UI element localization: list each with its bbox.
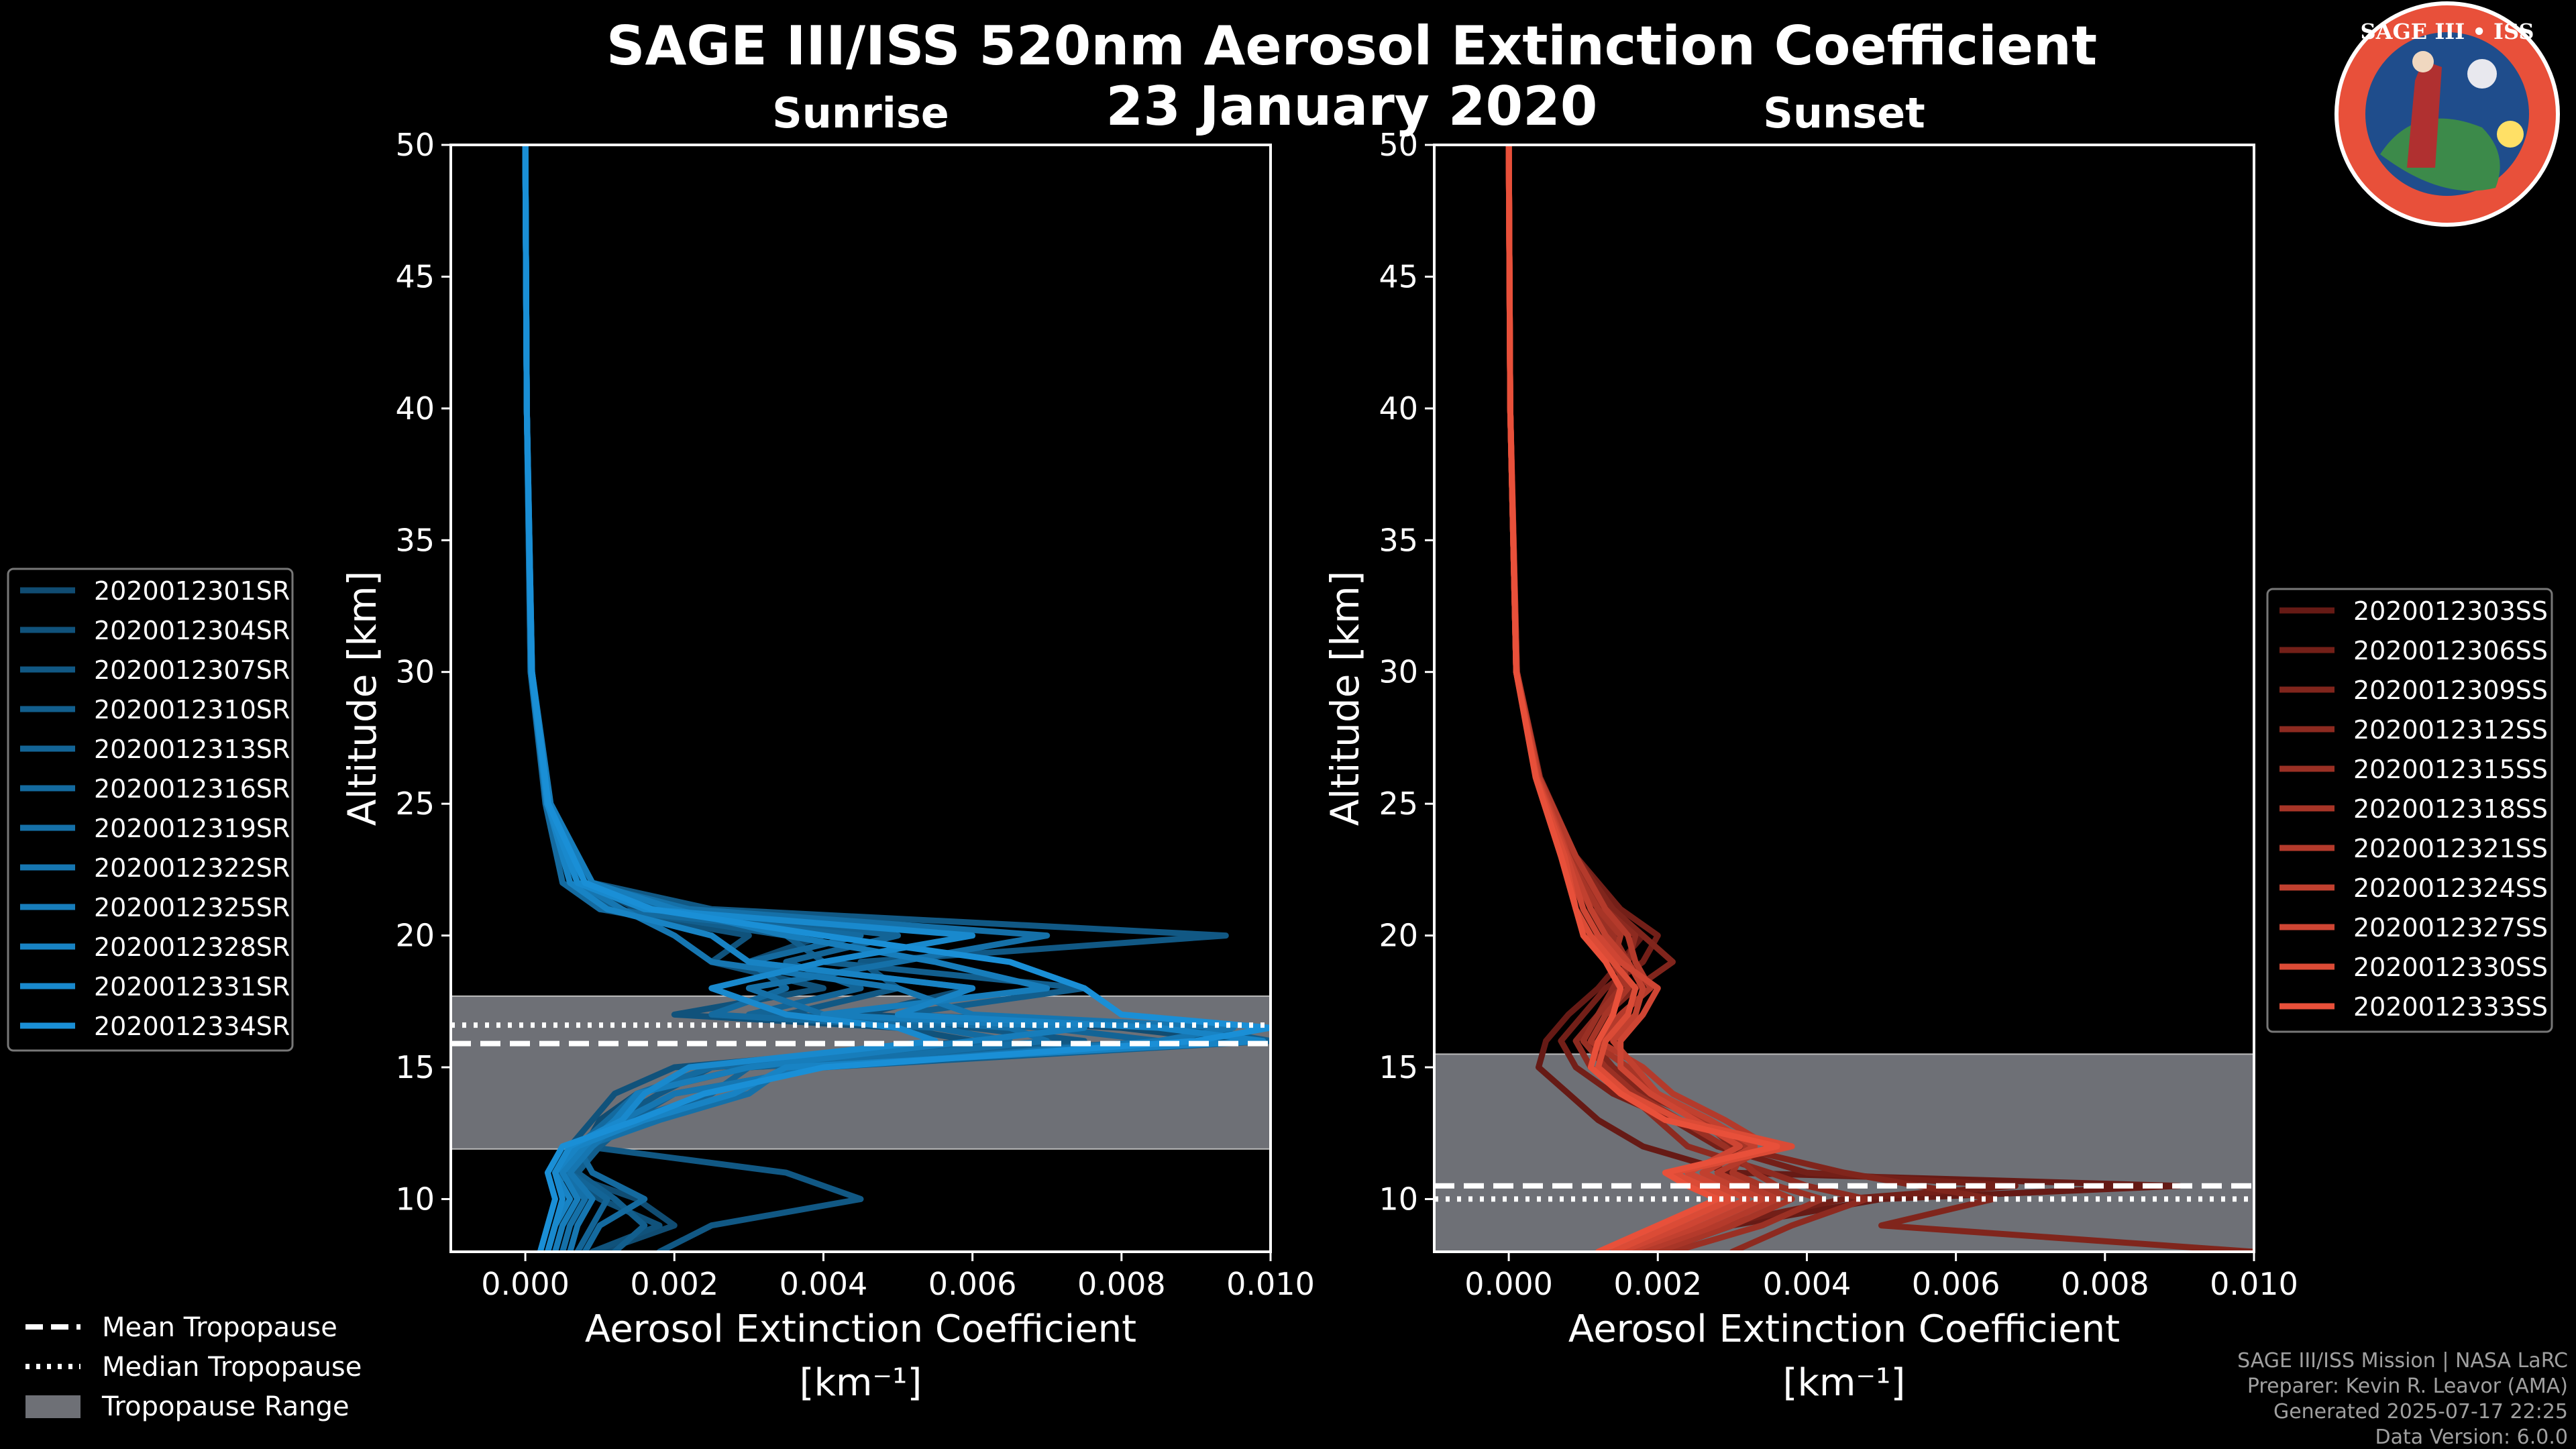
ytick-label-45: 45 (395, 258, 435, 294)
ytick-label-25: 25 (395, 786, 435, 822)
ytick-label-40: 40 (395, 390, 435, 427)
legend-label-2020012328SR: 2020012328SR (94, 932, 290, 962)
sunset-legend: 2020012303SS 2020012306SS 2020012309SS 2020… (2266, 588, 2553, 1033)
legend-label-2020012325SR: 2020012325SR (94, 893, 290, 922)
legend-label-2020012312SS: 2020012312SS (2353, 715, 2548, 745)
sunrise-ylabel: Altitude [km] (339, 571, 385, 826)
sunrise-legend: 2020012301SR 2020012304SR 2020012307SR 2020… (7, 568, 294, 1052)
logo-figure-shape (2407, 60, 2442, 168)
legend-label-2020012307SR: 2020012307SR (94, 655, 290, 685)
legend-label-2020012304SR: 2020012304SR (94, 616, 290, 645)
tropopause-legend: Mean Tropopause Median Tropopause Tropop… (25, 1312, 362, 1422)
sunset-plot-frame (1433, 144, 2255, 1253)
legend-label-2020012321SS: 2020012321SS (2353, 834, 2548, 863)
ytick-label-50: 50 (1379, 127, 1418, 163)
legend-label-2020012306SS: 2020012306SS (2353, 636, 2548, 665)
ytick-label-15: 15 (1379, 1049, 1418, 1085)
legend-label-2020012309SS: 2020012309SS (2353, 676, 2548, 705)
xtick-label-0.010: 0.010 (1226, 1266, 1315, 1302)
credit-version: Data Version: 6.0.0 (2375, 1426, 2568, 1449)
xtick-label-0.004: 0.004 (1763, 1266, 1851, 1302)
ytick-label-10: 10 (395, 1181, 435, 1217)
credit-preparer: Preparer: Kevin R. Leavor (AMA) (2247, 1375, 2568, 1398)
xtick-label-0.006: 0.006 (928, 1266, 1017, 1302)
sunset-tropopause-range (1434, 1053, 2254, 1252)
tropopause-range-label: Tropopause Range (101, 1391, 350, 1422)
logo-figure-head (2412, 51, 2434, 72)
sage-logo: SAGE III • ISS (2334, 1, 2560, 227)
ytick-label-50: 50 (395, 127, 435, 163)
chart-date: 23 January 2020 (1106, 75, 1598, 138)
chart-title: SAGE III/ISS 520nm Aerosol Extinction Co… (606, 15, 2097, 77)
series-line-2020012334SR (522, 145, 1271, 1252)
legend-label-2020012301SR: 2020012301SR (94, 576, 290, 606)
ytick-label-20: 20 (1379, 918, 1418, 954)
sunrise-xunit: [km⁻¹] (800, 1361, 922, 1405)
sunrise-plot-frame (449, 144, 1272, 1253)
logo-sun-shape (2497, 121, 2524, 148)
xtick-label-0.002: 0.002 (1613, 1266, 1702, 1302)
ytick-label-20: 20 (395, 918, 435, 954)
ytick-label-25: 25 (1379, 786, 1418, 822)
xtick-label-0.010: 0.010 (2210, 1266, 2298, 1302)
ytick-label-30: 30 (1379, 654, 1418, 690)
ytick-label-35: 35 (395, 522, 435, 558)
credit-generated: Generated 2025-07-17 22:25 (2273, 1400, 2568, 1424)
ytick-label-30: 30 (395, 654, 435, 690)
sunrise-legend-box (7, 568, 294, 1052)
ytick-label-10: 10 (1379, 1181, 1418, 1217)
legend-label-2020012333SS: 2020012333SS (2353, 992, 2548, 1022)
median-tropopause-label: Median Tropopause (102, 1352, 362, 1383)
legend-label-2020012310SR: 2020012310SR (94, 695, 290, 724)
credit-mission: SAGE III/ISS Mission | NASA LaRC (2237, 1349, 2568, 1373)
sunset-xunit: [km⁻¹] (1783, 1361, 1906, 1405)
legend-label-2020012327SS: 2020012327SS (2353, 913, 2548, 943)
sunset-panel-title: Sunset (1763, 89, 1925, 138)
xtick-label-0.002: 0.002 (630, 1266, 718, 1302)
tropopause-range-swatch (25, 1395, 80, 1418)
ytick-label-15: 15 (395, 1049, 435, 1085)
mean-tropopause-label: Mean Tropopause (102, 1312, 337, 1343)
legend-label-2020012303SS: 2020012303SS (2353, 596, 2548, 626)
sunset-plot: 10 15 20 25 30 35 40 45 50 0.000 0.002 0.004 0.006 0.… (1322, 127, 2298, 1405)
xtick-label-0.000: 0.000 (481, 1266, 570, 1302)
logo-text: SAGE III • ISS (2361, 19, 2534, 44)
legend-label-2020012316SR: 2020012316SR (94, 774, 290, 804)
credits: SAGE III/ISS Mission | NASA LaRC Prepare… (2237, 1349, 2568, 1449)
legend-label-2020012313SR: 2020012313SR (94, 735, 290, 764)
sunrise-xlabel: Aerosol Extinction Coefficient (585, 1307, 1136, 1351)
sunrise-panel-title: Sunrise (772, 89, 949, 138)
legend-label-2020012324SS: 2020012324SS (2353, 873, 2548, 903)
sunrise-plot: 10 15 20 25 30 35 40 45 50 0.000 0.002 0.004 0.006 0.… (339, 127, 1315, 1405)
sunset-xlabel: Aerosol Extinction Coefficient (1568, 1307, 2120, 1351)
xtick-label-0.004: 0.004 (780, 1266, 868, 1302)
legend-label-2020012330SS: 2020012330SS (2353, 953, 2548, 982)
legend-label-2020012315SS: 2020012315SS (2353, 755, 2548, 784)
xtick-label-0.008: 0.008 (2061, 1266, 2149, 1302)
sunset-legend-box (2266, 588, 2553, 1033)
legend-label-2020012318SS: 2020012318SS (2353, 794, 2548, 824)
ytick-label-45: 45 (1379, 258, 1418, 294)
xtick-label-0.008: 0.008 (1077, 1266, 1166, 1302)
logo-moon-shape (2467, 59, 2497, 89)
legend-label-2020012319SR: 2020012319SR (94, 814, 290, 843)
ytick-label-35: 35 (1379, 522, 1418, 558)
legend-label-2020012334SR: 2020012334SR (94, 1012, 290, 1041)
xtick-label-0.000: 0.000 (1464, 1266, 1553, 1302)
ytick-label-40: 40 (1379, 390, 1418, 427)
legend-label-2020012331SR: 2020012331SR (94, 972, 290, 1002)
xtick-label-0.006: 0.006 (1912, 1266, 2000, 1302)
sunset-ylabel: Altitude [km] (1322, 571, 1368, 826)
legend-label-2020012322SR: 2020012322SR (94, 853, 290, 883)
